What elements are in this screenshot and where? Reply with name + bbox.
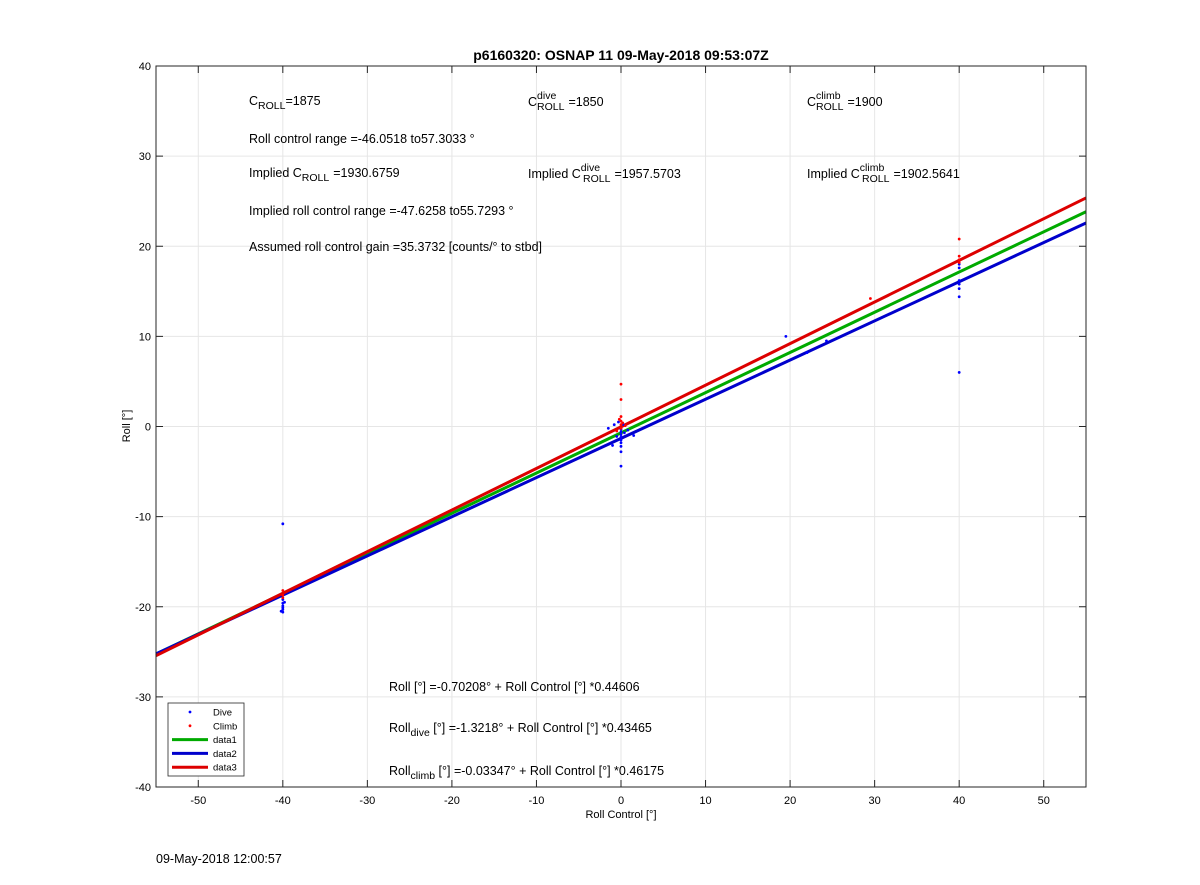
annotation-croll-dive: Cdive [528, 90, 556, 109]
y-tick-label: 0 [145, 422, 151, 434]
data-point-climb [957, 258, 961, 262]
footer-timestamp: 09-May-2018 12:00:57 [156, 852, 282, 866]
annotation-gain: Assumed roll control gain =35.3732 [coun… [249, 240, 542, 254]
y-tick-label: 30 [139, 151, 151, 163]
data-point-dive [611, 444, 614, 447]
x-tick-label: -10 [529, 795, 545, 807]
data-point-climb [281, 589, 285, 592]
y-tick-label: -30 [135, 692, 151, 704]
data-point-dive [957, 282, 961, 286]
legend-marker-dive [188, 710, 192, 714]
data-point-dive [619, 441, 623, 445]
data-point-dive [283, 600, 286, 604]
data-point-climb [621, 421, 625, 425]
data-point-dive [632, 434, 636, 437]
axis-ticks: -50 -40 -30 -20 -10 0 10 20 30 40 50 -40 -30 -20 -10 0 1… [135, 61, 1086, 807]
legend-marker-climb [188, 724, 192, 728]
data-point-dive [606, 426, 610, 430]
x-tick-label: -50 [190, 795, 206, 807]
x-tick-label: 30 [869, 795, 881, 807]
annotation-fit-climb: Rollclimb [°] =-0.03347° + Roll Control … [389, 764, 664, 782]
data-point-climb [617, 417, 621, 421]
scatter-points [279, 237, 961, 614]
data-point-climb [615, 429, 619, 433]
x-tick-label: -20 [444, 795, 460, 807]
data-point-dive [957, 279, 961, 282]
data-point-climb [619, 398, 623, 401]
x-tick-label: 10 [699, 795, 711, 807]
legend-label-data2: data2 [213, 749, 237, 760]
data-point-dive [619, 464, 623, 468]
annotation-implied-croll-dive: Implied Cdive [528, 162, 600, 181]
data-point-climb [957, 261, 961, 264]
data-point-dive [825, 339, 828, 343]
x-tick-label: 20 [784, 795, 796, 807]
y-tick-label: 40 [139, 61, 151, 73]
y-axis-label: Roll [°] [121, 410, 133, 443]
data-point-dive [281, 610, 285, 614]
x-axis-label: Roll Control [°] [585, 809, 656, 821]
data-point-climb [281, 593, 285, 597]
x-tick-label: 40 [953, 795, 965, 807]
data-point-dive [784, 334, 788, 338]
data-point-climb [281, 596, 285, 600]
data-point-dive [615, 435, 619, 438]
legend-label-dive: Dive [213, 708, 232, 719]
y-tick-label: 10 [139, 331, 151, 343]
data-point-dive [281, 608, 285, 611]
annotation-implied-croll-dive-tail: ROLL =1957.5703 [583, 167, 681, 185]
data-point-dive [957, 266, 961, 270]
data-point-dive [612, 423, 616, 427]
annotation-fit-all: Roll [°] =-0.70208° + Roll Control [°] *… [389, 680, 640, 694]
data-point-dive [619, 433, 623, 437]
annotation-implied-range: Implied roll control range =-47.6258 to5… [249, 204, 514, 218]
annotation-croll-dive-tail: ROLL =1850 [537, 95, 604, 113]
annotation-croll: CROLL=1875 [249, 94, 321, 112]
x-tick-label: -40 [275, 795, 291, 807]
annotation-croll-climb-tail: ROLL =1900 [816, 95, 883, 113]
data-point-dive [805, 351, 809, 354]
data-point-dive [619, 450, 623, 454]
data-point-climb [623, 424, 627, 427]
legend-label-climb: Climb [213, 721, 237, 732]
data-point-climb [957, 237, 961, 241]
data-point-dive [626, 428, 630, 432]
data-point-climb [619, 426, 623, 430]
data-point-dive [619, 444, 623, 448]
x-tick-label: 50 [1038, 795, 1050, 807]
data-point-dive [957, 287, 961, 291]
data-point-dive [619, 435, 623, 439]
data-point-climb [619, 423, 623, 427]
chart-title: p6160320: OSNAP 11 09-May-2018 09:53:07Z [473, 47, 769, 63]
y-tick-label: 20 [139, 241, 151, 253]
fit-line-data3 [155, 196, 1087, 658]
legend: Dive Climb data1 data2 data3 [167, 702, 245, 777]
annotation-implied-croll-climb: Implied Cclimb [807, 162, 884, 181]
data-point-dive [957, 295, 961, 299]
data-point-climb [957, 254, 961, 258]
data-point-dive [619, 430, 623, 434]
data-point-dive [619, 438, 623, 442]
annotation-croll-climb: Cclimb [807, 90, 841, 109]
x-tick-label: 0 [618, 795, 624, 807]
data-point-dive [957, 371, 961, 374]
y-tick-label: -10 [135, 512, 151, 524]
data-point-climb [869, 297, 872, 300]
data-point-dive [617, 420, 620, 424]
y-tick-label: -20 [135, 602, 151, 614]
annotation-implied-croll-climb-tail: ROLL =1902.5641 [862, 167, 960, 185]
annotation-roll-range: Roll control range =-46.0518 to57.3033 ° [249, 132, 475, 146]
data-point-climb [619, 382, 623, 386]
data-point-dive [622, 431, 626, 435]
x-tick-label: -30 [359, 795, 375, 807]
annotation-fit-dive: Rolldive [°] =-1.3218° + Roll Control [°… [389, 721, 652, 739]
annotation-implied-croll: Implied CROLL =1930.6759 [249, 166, 400, 184]
y-tick-label: -40 [135, 782, 151, 794]
data-point-dive [281, 522, 285, 526]
legend-label-data3: data3 [213, 763, 237, 774]
data-point-climb [619, 419, 623, 423]
legend-label-data1: data1 [213, 735, 237, 746]
data-point-climb [619, 415, 623, 418]
